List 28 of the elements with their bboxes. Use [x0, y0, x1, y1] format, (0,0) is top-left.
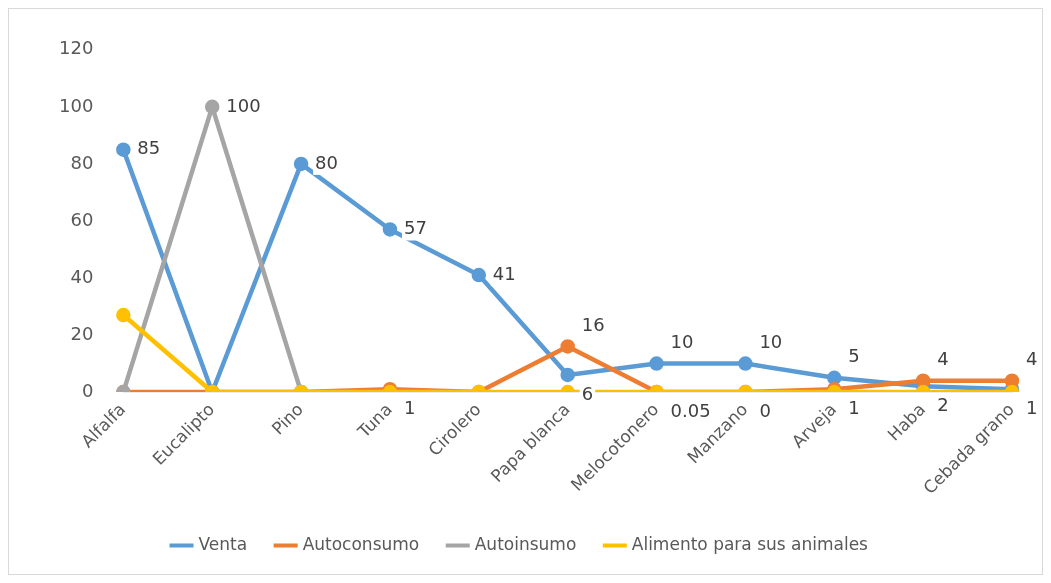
data-label: 85	[137, 137, 161, 159]
data-label: 1	[848, 396, 860, 418]
y-tick-label: 120	[59, 37, 94, 59]
data-label: 5	[848, 345, 860, 367]
data-label: 80	[315, 151, 338, 173]
data-label: 2	[937, 394, 949, 416]
data-label: 0	[759, 399, 771, 421]
data-label: 4	[937, 348, 949, 370]
data-label: 10	[670, 331, 694, 353]
data-label: 41	[492, 262, 516, 284]
y-tick-label: 60	[70, 208, 94, 230]
data-label: 4	[1026, 348, 1038, 370]
data-label: 1	[1026, 396, 1038, 418]
data-label: 1	[403, 396, 416, 418]
data-label: 100	[226, 94, 261, 116]
legend-label: Autoconsumo	[302, 533, 420, 554]
data-label: 10	[759, 331, 783, 353]
legend-label: Alimento para sus animales	[631, 533, 869, 554]
y-tick-label: 0	[81, 379, 94, 401]
y-tick-label: 40	[70, 265, 94, 287]
y-tick-label: 80	[70, 151, 94, 173]
data-label: 6	[581, 382, 594, 404]
legend-label: Autoinsumo	[474, 533, 577, 554]
y-tick-label: 20	[70, 322, 94, 344]
y-tick-label: 100	[59, 94, 94, 116]
legend-label: Venta	[198, 533, 248, 554]
data-label: 57	[403, 217, 427, 239]
data-label: 16	[581, 314, 605, 336]
